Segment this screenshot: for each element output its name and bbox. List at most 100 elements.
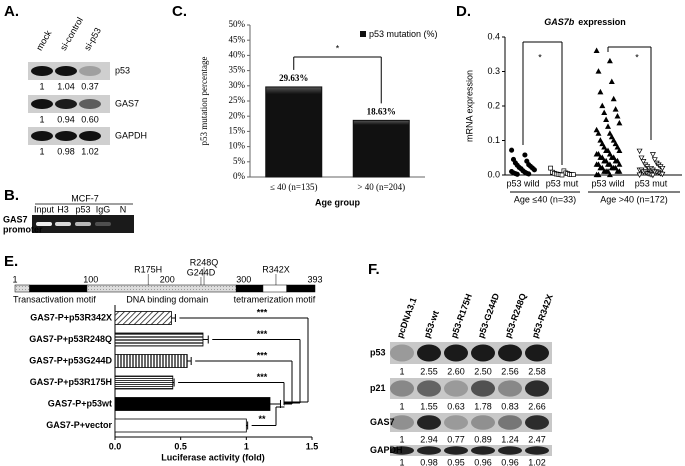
lane-label: si-control [58,16,85,53]
data-point [605,123,611,129]
blot-band [498,344,522,362]
y-tick-label: 10% [229,141,246,151]
y-axis-label: mRNA expression [464,70,474,142]
band-quant: 1 [399,434,404,444]
band-quant: 2.60 [447,366,465,376]
data-point [612,106,619,112]
blot-band [417,380,441,397]
band-quant: 0.98 [420,457,438,466]
blot-band [55,66,77,76]
y-tick-label: 15% [229,125,246,135]
row-label: GAPDH [370,445,403,455]
y-tick-label: 20% [229,110,246,120]
blot-band [390,344,414,362]
error-bar [171,314,176,322]
data-point [597,88,604,95]
y-tick-label: 35% [229,65,246,75]
data-point [638,155,645,162]
band-quant: 2.94 [420,434,438,444]
value-label: 29.63% [279,73,308,83]
data-point [616,147,623,153]
x-tick-label: 1 [244,441,249,451]
data-point [593,126,600,133]
band-quant: 1 [39,146,44,156]
blot-band [444,446,468,455]
significance: *** [257,372,268,382]
data-point [608,133,615,140]
band-quant: 2.50 [474,366,492,376]
data-point [606,171,613,178]
blot-band [471,446,495,455]
residue-number: 393 [307,274,322,284]
data-point [616,168,623,174]
data-point [526,171,532,177]
y-tick-label: 0.2 [487,100,500,110]
data-point [548,165,553,171]
x-tick-label: ≤ 40 (n=135) [270,182,318,192]
blot-band [471,415,495,430]
y-tick-label: 25% [229,95,246,105]
blot-band [31,131,53,141]
data-point [612,140,619,147]
bar [114,418,247,433]
band-quant: 0.98 [57,146,75,156]
blot-band [55,99,77,109]
blot-band [417,446,441,455]
band-quant: 1 [39,114,44,124]
blot-band [525,415,549,430]
group-label: Age ≤40 (n=33) [514,194,576,204]
y-axis-label: p53 mutation percentage [199,57,209,146]
gel-band [95,222,111,226]
row-label: p21 [370,383,386,393]
bar [352,119,410,178]
lane-label: p53-wt [422,309,441,339]
lane-label: p53-R248Q [503,292,528,340]
y-tick-label: GAS7-P+p53R248Q [29,334,112,344]
x-tick-label: 1.5 [306,441,319,451]
data-point [659,165,666,172]
mutation-label: R175H [134,264,162,274]
legend-swatch [360,31,366,37]
blot-band [79,99,101,109]
band-quant: 1 [399,457,404,466]
data-point [601,109,608,116]
data-point [610,95,617,102]
domain-segment [262,284,287,293]
x-axis-label: Luciferase activity (fold) [161,452,265,462]
blot-band [79,66,101,76]
blot-band [390,380,414,397]
gel-band [55,222,71,226]
band-quant: 2.66 [528,401,546,411]
y-tick-label: 50% [229,19,246,29]
data-point [531,167,537,173]
data-point [610,137,617,143]
data-point [597,137,604,143]
data-point [595,130,602,136]
mutation-label: R342X [262,264,290,274]
band-quant: 1.04 [57,81,75,91]
y-tick-label: GAS7-P+p53G244D [29,355,112,365]
blot-band [471,380,495,397]
data-point [514,171,520,177]
data-point [595,68,602,74]
lane-label: p53-R342X [530,293,555,340]
data-point [636,148,643,155]
significance: *** [257,350,268,360]
x-tick-label: p53 wild [591,178,624,188]
row-label: promoter [3,224,43,234]
blot-band [390,446,414,455]
y-tick-label: GAS7-P+p53R175H [30,377,112,387]
blot-band [498,380,522,397]
blot-band [498,446,522,455]
blot-band [444,415,468,430]
error-bar [187,357,192,365]
data-point [559,172,565,178]
chart-title: GAS7b expression [544,17,626,27]
error-bar [246,421,249,430]
data-point [522,152,528,158]
band-quant: 0.89 [474,434,492,444]
group-label: Age >40 (n=172) [600,194,668,204]
bar [114,397,271,411]
band-quant: 0.94 [57,114,75,124]
data-point [606,130,613,136]
